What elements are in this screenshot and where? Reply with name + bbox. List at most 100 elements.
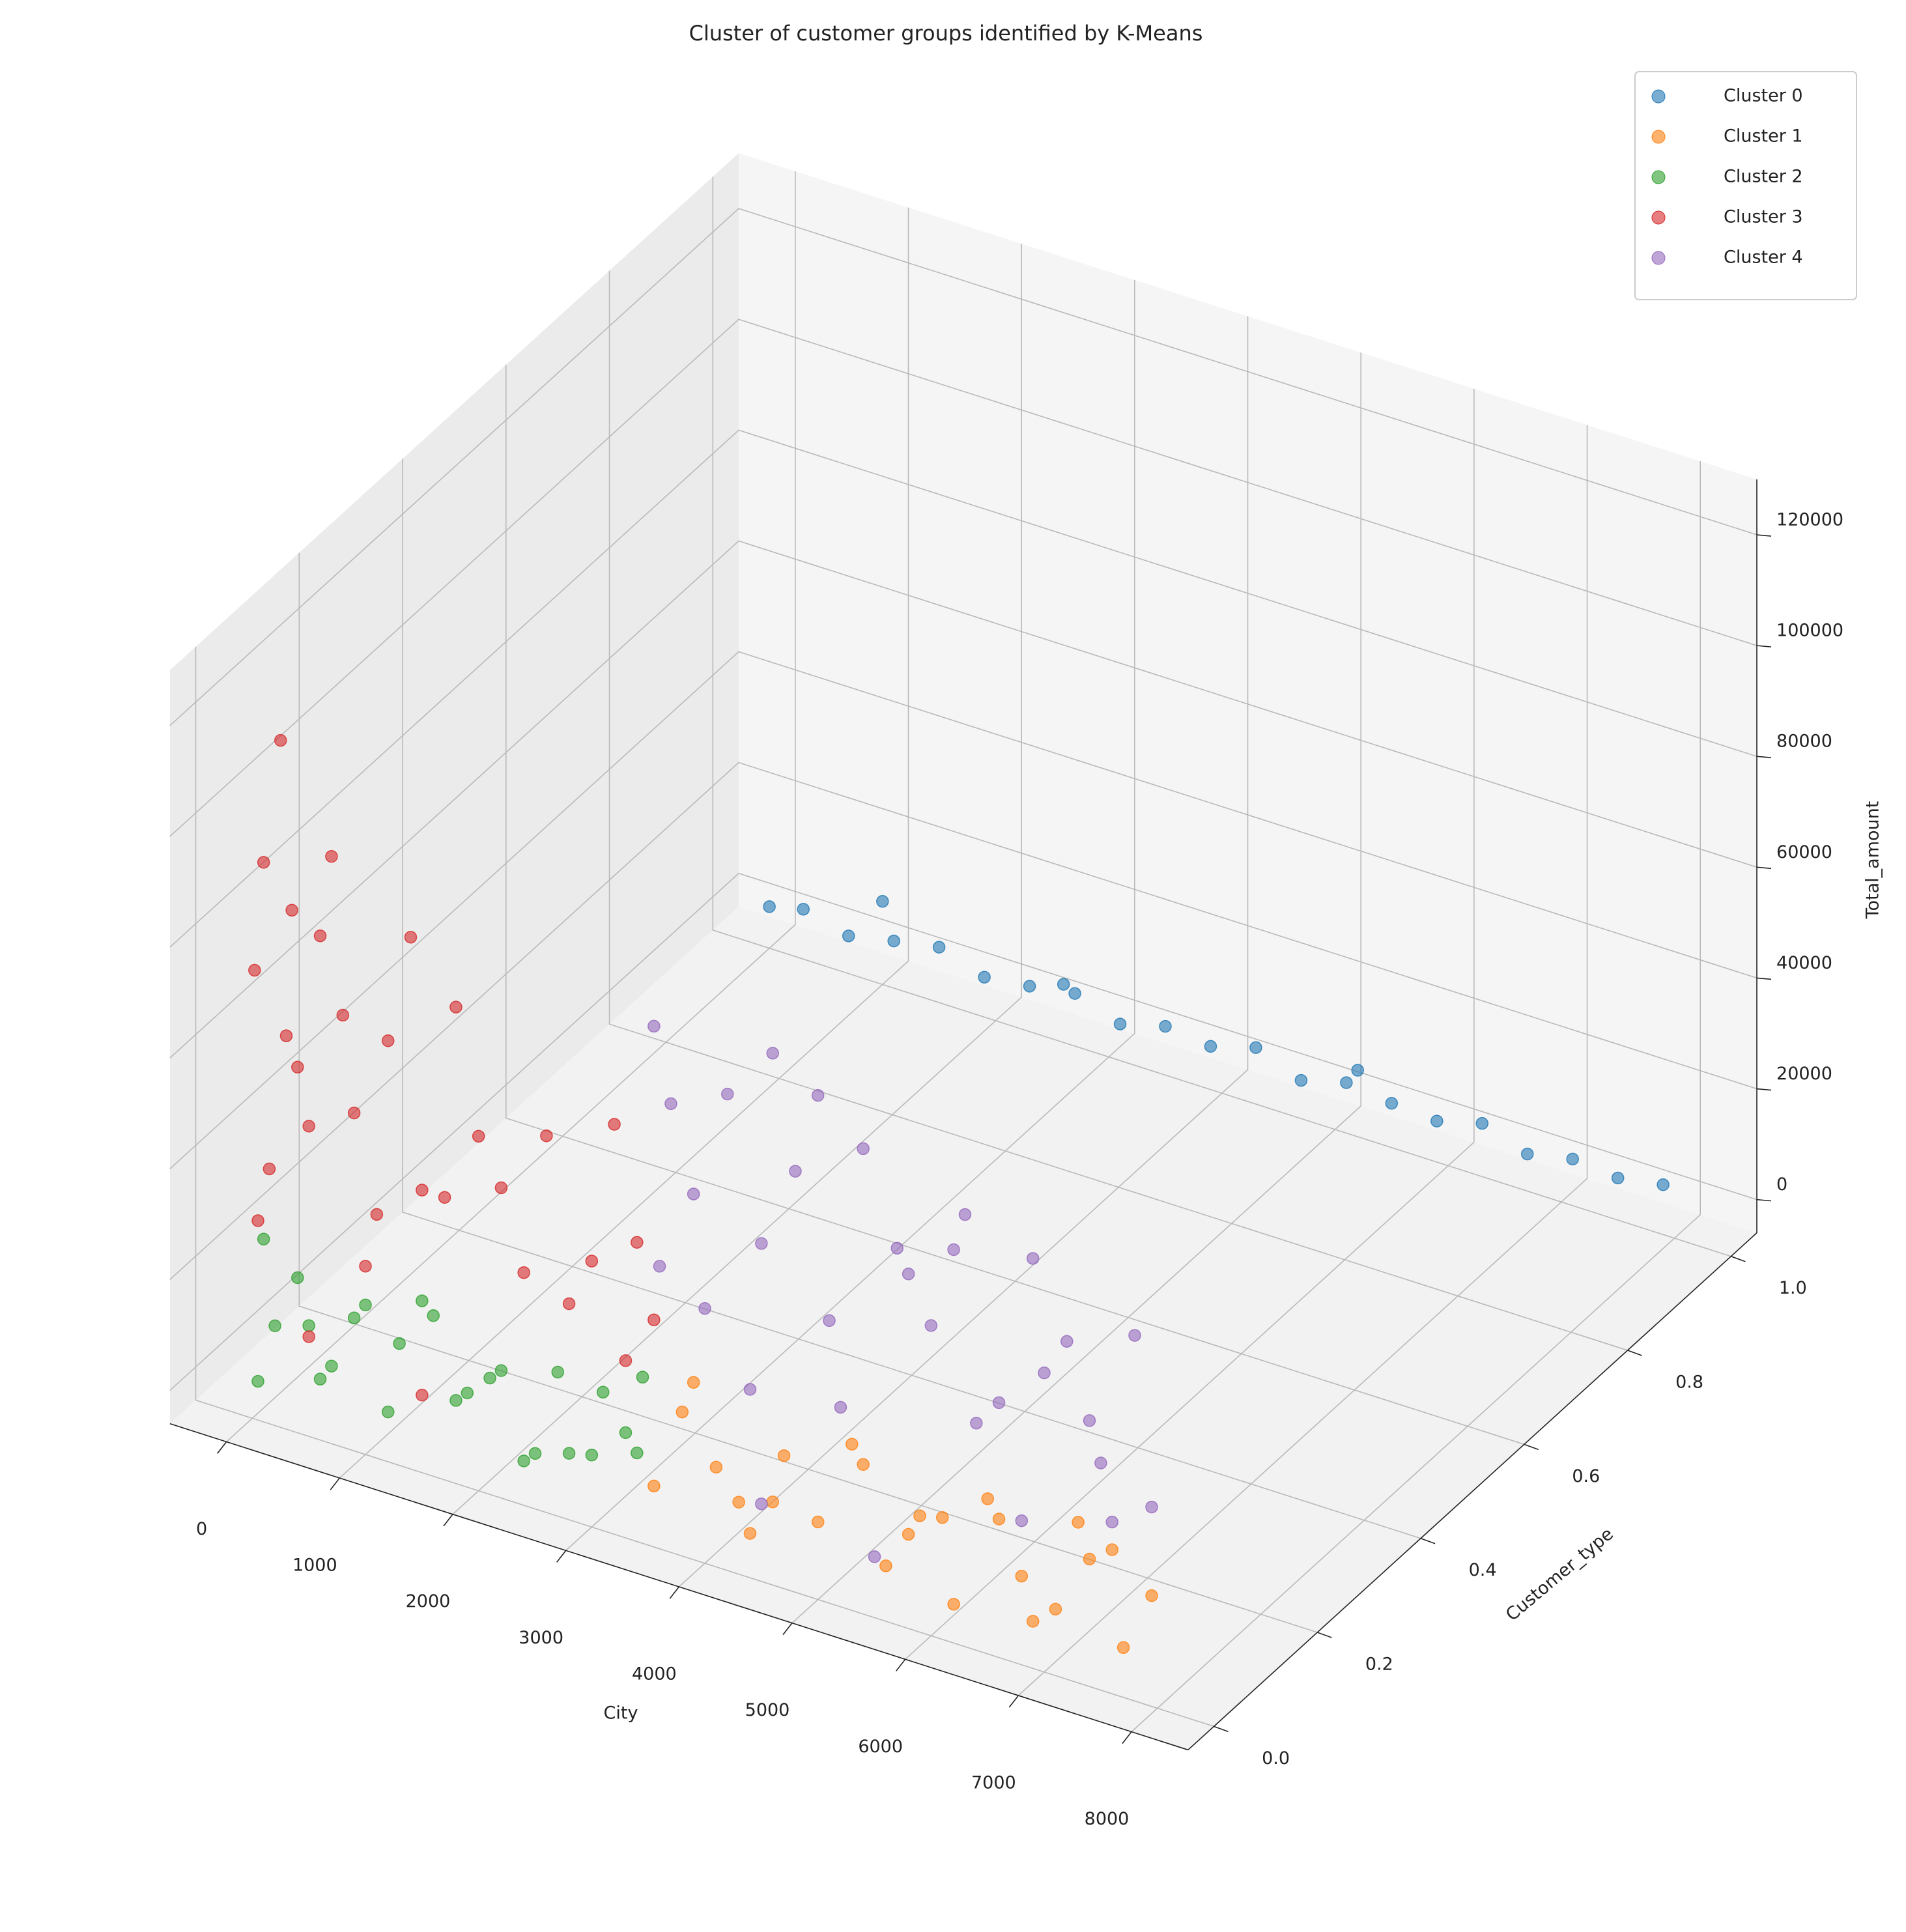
data-point xyxy=(789,1165,802,1178)
data-point xyxy=(811,1515,825,1529)
data-point xyxy=(1249,1041,1262,1054)
y-tick-label: 0.4 xyxy=(1469,1560,1497,1580)
data-point xyxy=(846,1438,859,1451)
legend-marker xyxy=(1651,89,1666,104)
data-point xyxy=(291,1060,304,1074)
data-point xyxy=(1475,1116,1489,1130)
grid-line xyxy=(169,319,1757,837)
data-point xyxy=(1094,1456,1107,1470)
data-point xyxy=(1026,1615,1040,1628)
data-point xyxy=(743,1383,757,1396)
data-point xyxy=(1023,980,1036,993)
data-point xyxy=(302,1319,315,1332)
y-tick-label: 0.0 xyxy=(1262,1748,1290,1769)
data-point xyxy=(257,856,270,869)
data-point xyxy=(755,1237,768,1250)
tick-mark xyxy=(1756,866,1772,870)
tick-mark xyxy=(556,1550,567,1563)
data-point xyxy=(370,1208,384,1221)
data-point xyxy=(755,1497,768,1511)
data-point xyxy=(1566,1152,1579,1166)
data-point xyxy=(1385,1096,1399,1110)
data-point xyxy=(268,1319,281,1333)
data-point xyxy=(608,1118,621,1131)
z-tick-label: 80000 xyxy=(1776,732,1832,752)
grid-line xyxy=(169,540,1757,1058)
z-tick-label: 0 xyxy=(1776,1174,1787,1195)
z-tick-label: 20000 xyxy=(1776,1064,1832,1084)
data-point xyxy=(1038,1366,1051,1380)
data-point xyxy=(347,1311,361,1325)
data-point xyxy=(958,1208,972,1221)
legend: Cluster 0 Cluster 1 Cluster 2 Cluster 3 Clus… xyxy=(1634,71,1857,300)
z-tick-label: 60000 xyxy=(1776,842,1832,862)
data-point xyxy=(902,1527,915,1541)
legend-marker xyxy=(1651,130,1666,144)
data-point xyxy=(1145,1500,1158,1514)
z-tick-label: 100000 xyxy=(1776,621,1843,641)
data-point xyxy=(766,1496,779,1509)
data-point xyxy=(1026,1252,1040,1265)
data-point xyxy=(811,1088,825,1102)
y-axis-label: Customer_type xyxy=(1502,1524,1617,1625)
left-pane xyxy=(169,153,739,1424)
data-point xyxy=(291,1271,304,1285)
data-point xyxy=(797,903,810,916)
data-point xyxy=(517,1455,530,1468)
data-point xyxy=(857,1142,870,1156)
data-point xyxy=(1105,1515,1118,1529)
data-point xyxy=(647,1019,661,1033)
data-point xyxy=(528,1447,542,1460)
axis-line xyxy=(1188,1232,1757,1751)
tick-mark xyxy=(1756,645,1772,647)
data-point xyxy=(1083,1414,1096,1427)
data-point xyxy=(687,1376,700,1389)
y-tick-label: 0.6 xyxy=(1572,1466,1600,1486)
data-point xyxy=(449,1001,462,1014)
data-point xyxy=(313,1372,327,1385)
data-point xyxy=(970,1417,983,1430)
grid-line xyxy=(298,552,1318,1633)
data-point xyxy=(1068,987,1081,1000)
tick-mark xyxy=(1756,534,1772,537)
x-tick-label: 2000 xyxy=(406,1591,451,1612)
data-point xyxy=(494,1364,508,1377)
data-point xyxy=(257,1232,270,1245)
grid-line xyxy=(505,364,1525,1445)
data-point xyxy=(1072,1516,1085,1529)
tick-mark xyxy=(217,1441,227,1454)
tick-mark xyxy=(1756,756,1772,759)
data-point xyxy=(472,1129,485,1143)
data-point xyxy=(585,1255,599,1268)
x-tick-label: 5000 xyxy=(745,1700,790,1720)
data-point xyxy=(924,1319,938,1332)
data-point xyxy=(1117,1641,1130,1655)
data-point xyxy=(619,1354,633,1367)
tick-mark xyxy=(443,1514,453,1527)
grid-line xyxy=(565,279,1135,1551)
data-point xyxy=(1159,1019,1172,1033)
data-point xyxy=(619,1426,633,1440)
data-point xyxy=(698,1301,711,1315)
data-point xyxy=(562,1447,576,1460)
data-point xyxy=(1128,1329,1141,1342)
data-point xyxy=(992,1396,1006,1410)
data-point xyxy=(1113,1017,1127,1030)
legend-box xyxy=(1634,71,1857,300)
grid-line xyxy=(169,208,1757,726)
data-point xyxy=(1015,1569,1029,1583)
data-point xyxy=(1105,1543,1118,1556)
data-point xyxy=(1145,1589,1158,1602)
grid-line xyxy=(1131,461,1701,1733)
data-point xyxy=(664,1097,677,1111)
data-point xyxy=(636,1371,649,1384)
data-point xyxy=(978,971,991,984)
data-point xyxy=(1611,1171,1625,1185)
data-point xyxy=(438,1191,451,1204)
x-tick-label: 3000 xyxy=(519,1628,563,1648)
data-point xyxy=(1520,1147,1534,1161)
tick-mark xyxy=(1756,977,1772,980)
data-point xyxy=(404,931,418,944)
data-point xyxy=(631,1446,644,1460)
data-point xyxy=(1057,978,1070,991)
